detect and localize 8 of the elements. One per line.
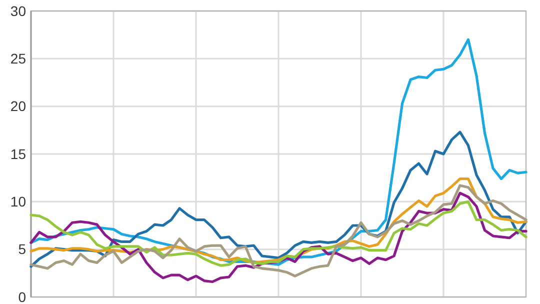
- y-tick-label: 30: [10, 2, 26, 19]
- y-tick-label: 15: [10, 146, 26, 162]
- line-series: [30, 200, 528, 267]
- y-tick-label: 20: [10, 98, 26, 114]
- y-tick-label: 25: [10, 50, 26, 67]
- y-tick-label: 10: [10, 194, 26, 210]
- y-tick-label: 0: [18, 288, 26, 304]
- y-tick-label: 5: [18, 241, 26, 258]
